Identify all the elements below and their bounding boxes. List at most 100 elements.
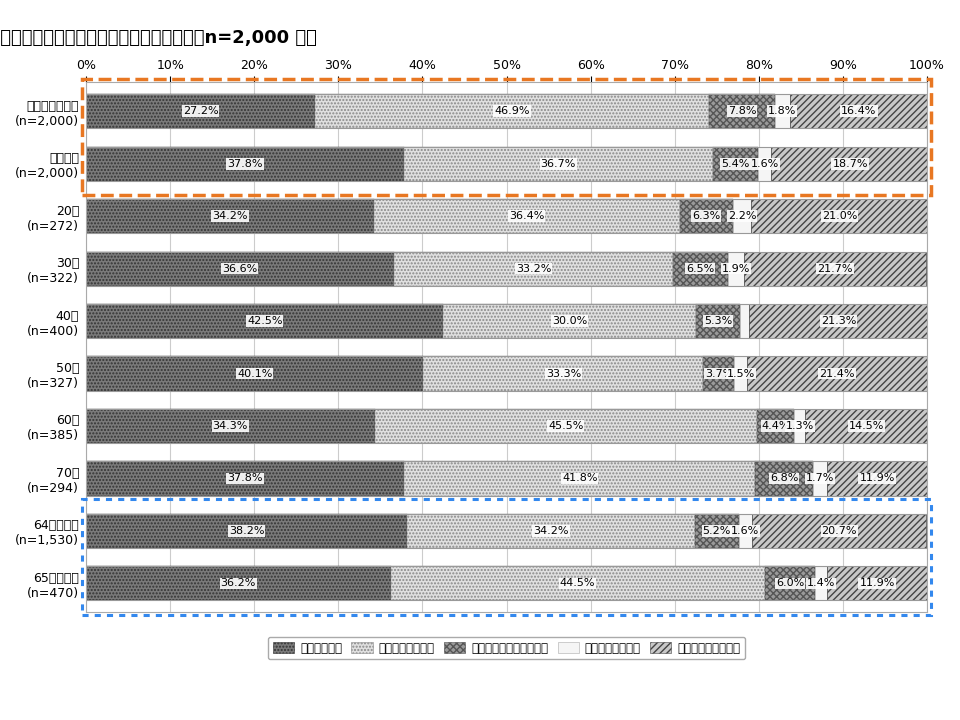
- Text: 36.2%: 36.2%: [221, 578, 256, 588]
- Bar: [86, 199, 927, 233]
- Text: 46.9%: 46.9%: [494, 106, 530, 116]
- Text: 1.6%: 1.6%: [751, 158, 779, 168]
- Bar: [373, 199, 680, 233]
- Text: 34.2%: 34.2%: [212, 211, 248, 221]
- Bar: [86, 94, 927, 128]
- Bar: [86, 514, 927, 548]
- Text: 1.7%: 1.7%: [805, 474, 834, 483]
- Text: 21.4%: 21.4%: [819, 369, 854, 379]
- Bar: [673, 251, 728, 286]
- Text: 1.4%: 1.4%: [807, 578, 835, 588]
- Bar: [404, 147, 712, 181]
- Bar: [772, 147, 928, 181]
- Bar: [391, 567, 765, 600]
- Bar: [86, 514, 407, 548]
- Bar: [86, 409, 927, 443]
- Bar: [758, 147, 772, 181]
- Text: 6.5%: 6.5%: [686, 264, 714, 274]
- Text: 30.0%: 30.0%: [552, 316, 588, 326]
- Bar: [805, 409, 927, 443]
- Bar: [680, 199, 732, 233]
- Text: 1.3%: 1.3%: [785, 421, 814, 431]
- Text: 5.3%: 5.3%: [704, 316, 732, 326]
- Bar: [815, 567, 827, 600]
- Bar: [315, 94, 709, 128]
- Text: 37.8%: 37.8%: [228, 474, 263, 483]
- Text: 21.0%: 21.0%: [822, 211, 857, 221]
- Bar: [86, 356, 423, 390]
- Text: 11.9%: 11.9%: [859, 578, 895, 588]
- Bar: [407, 514, 695, 548]
- Bar: [790, 94, 928, 128]
- Text: 34.2%: 34.2%: [534, 526, 569, 536]
- Bar: [86, 251, 927, 286]
- Text: 21.7%: 21.7%: [817, 264, 852, 274]
- Text: 11.9%: 11.9%: [859, 474, 895, 483]
- Text: 1.6%: 1.6%: [732, 526, 759, 536]
- Text: 6.3%: 6.3%: [692, 211, 720, 221]
- Text: 図表２　国民１人当たりの医療費負担について（n=2,000 人）: 図表２ 国民１人当たりの医療費負担について（n=2,000 人）: [0, 30, 317, 48]
- Bar: [704, 356, 734, 390]
- Text: 34.3%: 34.3%: [212, 421, 248, 431]
- Text: 20.7%: 20.7%: [822, 526, 857, 536]
- Bar: [86, 356, 927, 390]
- Text: 3.7%: 3.7%: [705, 369, 733, 379]
- Bar: [738, 514, 752, 548]
- Bar: [752, 199, 928, 233]
- Bar: [756, 462, 813, 495]
- Bar: [86, 567, 927, 600]
- Text: 5.4%: 5.4%: [721, 158, 750, 168]
- Text: 4.4%: 4.4%: [761, 421, 790, 431]
- Bar: [712, 147, 758, 181]
- Bar: [709, 94, 775, 128]
- Text: 36.6%: 36.6%: [223, 264, 257, 274]
- Text: 7.8%: 7.8%: [728, 106, 756, 116]
- Bar: [404, 462, 756, 495]
- Text: 44.5%: 44.5%: [560, 578, 595, 588]
- Bar: [86, 567, 391, 600]
- Legend: 重いと感じる, やや重いと感じる, あまり重いとは感じない, 思いとは感じない, どちらともいえない: 重いと感じる, やや重いと感じる, あまり重いとは感じない, 思いとは感じない,…: [268, 637, 745, 660]
- Text: 27.2%: 27.2%: [182, 106, 218, 116]
- Bar: [695, 514, 738, 548]
- Bar: [734, 356, 747, 390]
- Bar: [86, 251, 394, 286]
- Bar: [86, 94, 315, 128]
- Bar: [765, 567, 815, 600]
- Text: 37.8%: 37.8%: [228, 158, 263, 168]
- Bar: [827, 567, 927, 600]
- Text: 41.8%: 41.8%: [562, 474, 597, 483]
- Bar: [749, 304, 928, 338]
- Bar: [696, 304, 740, 338]
- Bar: [752, 514, 926, 548]
- Text: 1.8%: 1.8%: [768, 106, 797, 116]
- Text: 21.3%: 21.3%: [821, 316, 856, 326]
- Bar: [86, 462, 927, 495]
- Text: 18.7%: 18.7%: [832, 158, 868, 168]
- Text: 36.7%: 36.7%: [540, 158, 576, 168]
- Bar: [757, 409, 794, 443]
- Bar: [747, 356, 927, 390]
- Bar: [444, 304, 696, 338]
- Bar: [732, 199, 752, 233]
- Bar: [86, 147, 404, 181]
- Text: 1.9%: 1.9%: [722, 264, 750, 274]
- Bar: [86, 409, 374, 443]
- Bar: [423, 356, 704, 390]
- Bar: [394, 251, 673, 286]
- Bar: [728, 251, 744, 286]
- Bar: [744, 251, 926, 286]
- Bar: [86, 462, 404, 495]
- Text: 2.2%: 2.2%: [728, 211, 756, 221]
- Text: 45.5%: 45.5%: [548, 421, 584, 431]
- Bar: [775, 94, 790, 128]
- Text: 33.2%: 33.2%: [516, 264, 551, 274]
- Text: 6.0%: 6.0%: [776, 578, 804, 588]
- Bar: [827, 462, 927, 495]
- Bar: [86, 304, 444, 338]
- Text: 16.4%: 16.4%: [841, 106, 876, 116]
- Text: 36.4%: 36.4%: [509, 211, 544, 221]
- Bar: [86, 304, 927, 338]
- Bar: [794, 409, 805, 443]
- Bar: [813, 462, 827, 495]
- Text: 1.5%: 1.5%: [727, 369, 755, 379]
